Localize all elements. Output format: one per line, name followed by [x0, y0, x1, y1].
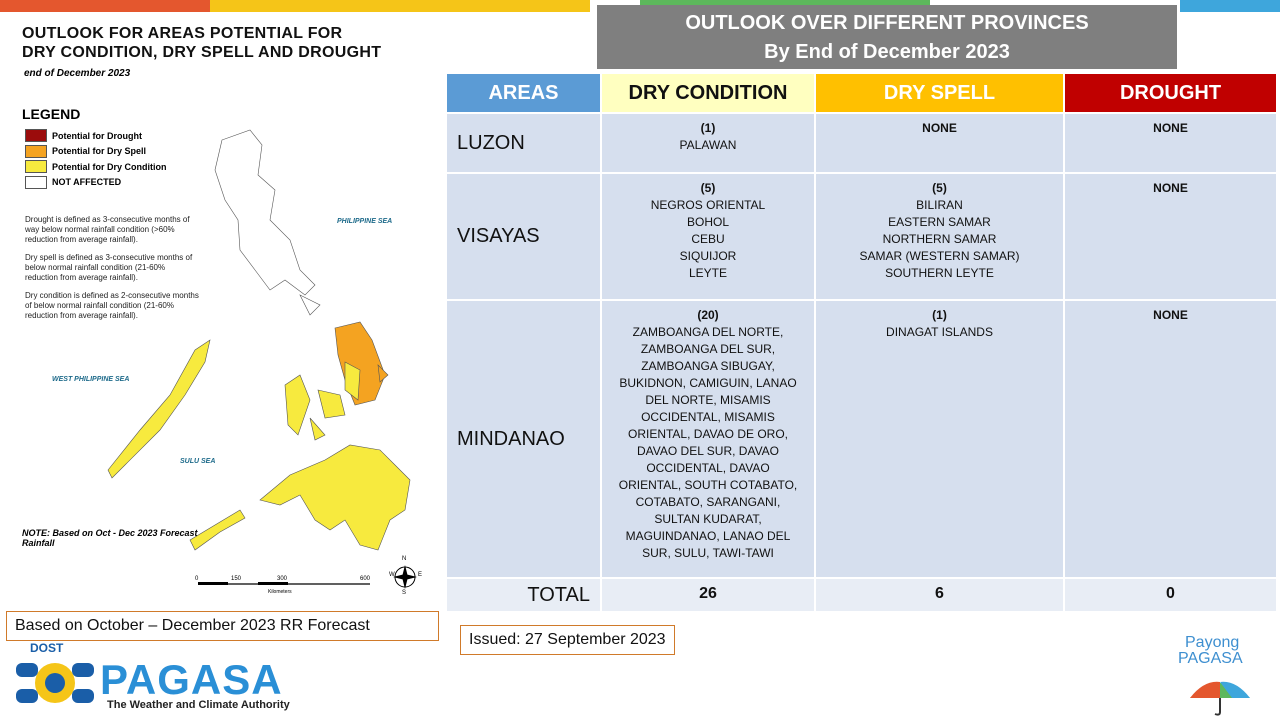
- area-name: LUZON: [447, 114, 600, 172]
- province: EASTERN SAMAR: [888, 215, 991, 229]
- sea-label: SULU SEA: [180, 458, 216, 465]
- legend-swatch: [25, 144, 47, 158]
- province: SOUTHERN LEYTE: [885, 266, 994, 280]
- scale-tick: 0: [195, 576, 199, 582]
- compass-letter: S: [402, 590, 407, 596]
- issued-date: Issued: 27 September 2023: [460, 625, 675, 655]
- payong-text: Payong: [1185, 634, 1240, 651]
- scale-tick: 600: [360, 576, 371, 582]
- table-cell: (1) DINAGAT ISLANDS: [816, 301, 1063, 577]
- compass-letter: E: [418, 572, 423, 578]
- cell-count: (1): [932, 308, 947, 322]
- logo-emblem: [16, 663, 94, 703]
- color-bar: [0, 0, 210, 12]
- compass-letter: N: [402, 556, 407, 562]
- table-cell: (1) PALAWAN: [602, 114, 814, 172]
- area-name: MINDANAO: [447, 301, 600, 577]
- table-cell: (5) NEGROS ORIENTAL BOHOL CEBU SIQUIJOR LEYTE: [602, 174, 814, 299]
- table-cell: (20) ZAMBOANGA DEL NORTE, ZAMBOANGA DEL S…: [602, 301, 814, 577]
- map-title: DRY CONDITION, DRY SPELL AND DROUGHT: [22, 44, 382, 61]
- cell-count: (20): [697, 308, 719, 322]
- cell-count: NONE: [1153, 181, 1188, 195]
- total-value: 26: [602, 579, 814, 611]
- logo-tagline: The Weather and Climate Authority: [107, 699, 290, 711]
- sea-label: WEST PHILIPPINE SEA: [52, 376, 130, 383]
- definition: Dry condition is defined as 2-consecutiv…: [25, 291, 199, 320]
- province: SIQUIJOR: [679, 249, 737, 263]
- province: SAMAR (WESTERN SAMAR): [859, 249, 1020, 263]
- table-cell: NONE: [816, 114, 1063, 172]
- cell-count: (1): [700, 121, 716, 135]
- sea-label: PHILIPPINE SEA: [337, 218, 393, 225]
- province: BILIRAN: [916, 198, 963, 212]
- table-title-line: OUTLOOK OVER DIFFERENT PROVINCES: [685, 12, 1089, 34]
- map-subtitle: end of December 2023: [24, 68, 131, 79]
- color-bar: [210, 0, 590, 12]
- province: PALAWAN: [679, 138, 737, 152]
- scale-unit: Kilometers: [268, 589, 292, 595]
- legend-label: Potential for Dry Spell: [52, 146, 147, 156]
- map: [107, 129, 417, 589]
- province: ZAMBOANGA DEL NORTE, ZAMBOANGA DEL SUR, …: [618, 325, 798, 560]
- table-row: LUZON (1) PALAWAN NONE NONE: [447, 114, 1276, 172]
- map-title: OUTLOOK FOR AREAS POTENTIAL FOR: [22, 25, 343, 42]
- cell-count: NONE: [1153, 308, 1188, 322]
- legend-item: Potential for Dry Condition: [25, 160, 167, 173]
- table-title: OUTLOOK OVER DIFFERENT PROVINCES By End …: [597, 5, 1177, 69]
- table-row: VISAYAS (5) NEGROS ORIENTAL BOHOL CEBU SIQUIJ…: [447, 174, 1276, 299]
- column-header: DRY SPELL: [816, 74, 1063, 112]
- column-header: AREAS: [447, 74, 600, 112]
- legend-swatch: [25, 175, 47, 189]
- forecast-basis: Based on October – December 2023 RR Fore…: [6, 611, 439, 641]
- table-cell: NONE: [1065, 114, 1276, 172]
- province: CEBU: [691, 232, 725, 246]
- scale-tick: 150: [231, 576, 242, 582]
- cell-count: NONE: [922, 121, 957, 135]
- legend-swatch: [25, 129, 47, 142]
- table-title-line: By End of December 2023: [764, 41, 1010, 63]
- column-header: DROUGHT: [1065, 74, 1276, 112]
- legend-swatch: [25, 160, 47, 173]
- legend-label: Potential for Drought: [52, 130, 142, 141]
- table-cell: NONE: [1065, 174, 1276, 299]
- definition: Dry spell is defined as 3-consecutive mo…: [25, 253, 193, 282]
- total-value: 0: [1065, 579, 1276, 611]
- umbrella-icon: [1190, 681, 1250, 716]
- province: LEYTE: [688, 266, 727, 280]
- table-cell: NONE: [1065, 301, 1276, 577]
- province: NEGROS ORIENTAL: [650, 198, 766, 212]
- province: DINAGAT ISLANDS: [886, 325, 993, 339]
- column-header: DRY CONDITION: [602, 74, 814, 112]
- legend-label: Potential for Dry Condition: [52, 161, 167, 172]
- total-row: TOTAL 26 6 0: [447, 579, 1276, 611]
- legend-item: Potential for Dry Spell: [25, 144, 147, 158]
- legend-label: NOT AFFECTED: [52, 177, 122, 187]
- definition: Drought is defined as 3-consecutive mont…: [25, 215, 190, 244]
- table-cell: (5) BILIRAN EASTERN SAMAR NORTHERN SAMAR SAM…: [816, 174, 1063, 299]
- cell-count: (5): [932, 181, 947, 195]
- logo-name: PAGASA: [100, 656, 283, 703]
- scale-tick: 300: [277, 576, 288, 582]
- cell-count: (5): [700, 181, 716, 195]
- legend-item: Potential for Drought: [25, 129, 142, 142]
- area-name: VISAYAS: [447, 174, 600, 299]
- compass-letter: W: [389, 572, 395, 578]
- cell-count: NONE: [1153, 121, 1188, 135]
- total-value: 6: [816, 579, 1063, 611]
- note: NOTE: Based on Oct - Dec 2023 Forecast R…: [22, 528, 198, 548]
- legend-title: LEGEND: [22, 106, 81, 122]
- table-row: MINDANAO (20) ZAMBOANGA DEL NORTE, ZAMBOAN…: [447, 301, 1276, 577]
- legend-item: NOT AFFECTED: [25, 175, 122, 189]
- payong-text: PAGASA: [1178, 650, 1243, 667]
- color-bar: [1180, 0, 1280, 12]
- outlook-table: AREAS DRY CONDITION DRY SPELL DROUGHT LUZON…: [445, 72, 1278, 613]
- province: BOHOL: [686, 215, 729, 229]
- province: NORTHERN SAMAR: [882, 232, 997, 246]
- total-label: TOTAL: [447, 579, 600, 611]
- logo-dost: DOST: [30, 641, 64, 655]
